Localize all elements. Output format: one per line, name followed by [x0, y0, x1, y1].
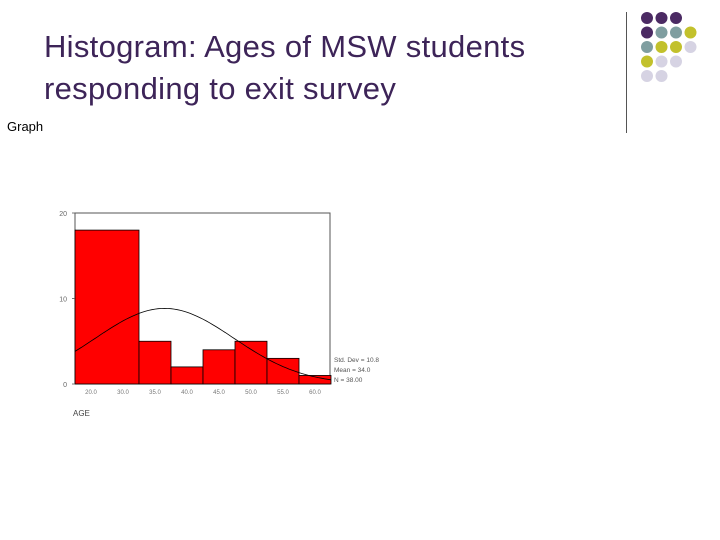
x-axis-ticks: 20.0 30.0 35.0 40.0 45.0 50.0 55.0 60.0 [85, 390, 321, 396]
decorative-dot [670, 26, 682, 39]
decorative-dot [641, 55, 653, 68]
decorative-dot [655, 55, 668, 68]
stat-line: Mean = 34.0 [334, 367, 371, 374]
slide-title: Histogram: Ages of MSW students respondi… [44, 26, 624, 110]
decorative-dot [684, 41, 697, 53]
y-tick-label: 10 [59, 297, 67, 304]
decorative-dot [641, 41, 653, 53]
decorative-dot [670, 55, 682, 68]
decorative-dot [655, 70, 668, 82]
stat-line: Std. Dev = 10.8 [334, 357, 379, 364]
x-tick-label: 60.0 [309, 390, 321, 396]
histogram-bar [234, 340, 268, 385]
stats-box: Std. Dev = 10.8 Mean = 34.0 N = 38.00 [334, 357, 379, 384]
decorative-dot [670, 12, 682, 24]
x-tick-label: 50.0 [245, 390, 257, 396]
y-tick-label: 0 [63, 382, 67, 389]
y-axis-ticks: 0 10 20 [59, 211, 75, 389]
x-tick-label: 40.0 [181, 390, 193, 396]
x-tick-label: 55.0 [277, 390, 289, 396]
title-line-1: Histogram: Ages of MSW students [44, 29, 526, 64]
histogram-bar [170, 366, 204, 385]
decorative-dot [684, 26, 697, 39]
x-axis-label: AGE [73, 409, 90, 418]
decorative-dot [641, 70, 653, 82]
decorative-dot [670, 41, 682, 53]
x-tick-label: 20.0 [85, 390, 97, 396]
x-tick-label: 30.0 [117, 390, 129, 396]
y-tick-label: 20 [59, 211, 67, 218]
decorative-dot [655, 12, 668, 24]
decorative-dot-grid [641, 12, 697, 82]
x-tick-label: 45.0 [213, 390, 225, 396]
decorative-dot [641, 12, 653, 24]
histogram-bar [74, 229, 140, 385]
decorative-dot [655, 26, 668, 39]
graph-label: Graph [7, 119, 44, 134]
histogram-bar [202, 349, 236, 385]
decorative-divider [626, 12, 627, 133]
decorative-dot [655, 41, 668, 53]
bar-group [74, 229, 332, 385]
stat-line: N = 38.00 [334, 377, 363, 384]
normal-curve [74, 307, 332, 381]
x-tick-label: 35.0 [149, 390, 161, 396]
decorative-dot [641, 26, 653, 39]
title-line-2: responding to exit survey [44, 71, 397, 106]
histogram-bar [138, 340, 172, 385]
